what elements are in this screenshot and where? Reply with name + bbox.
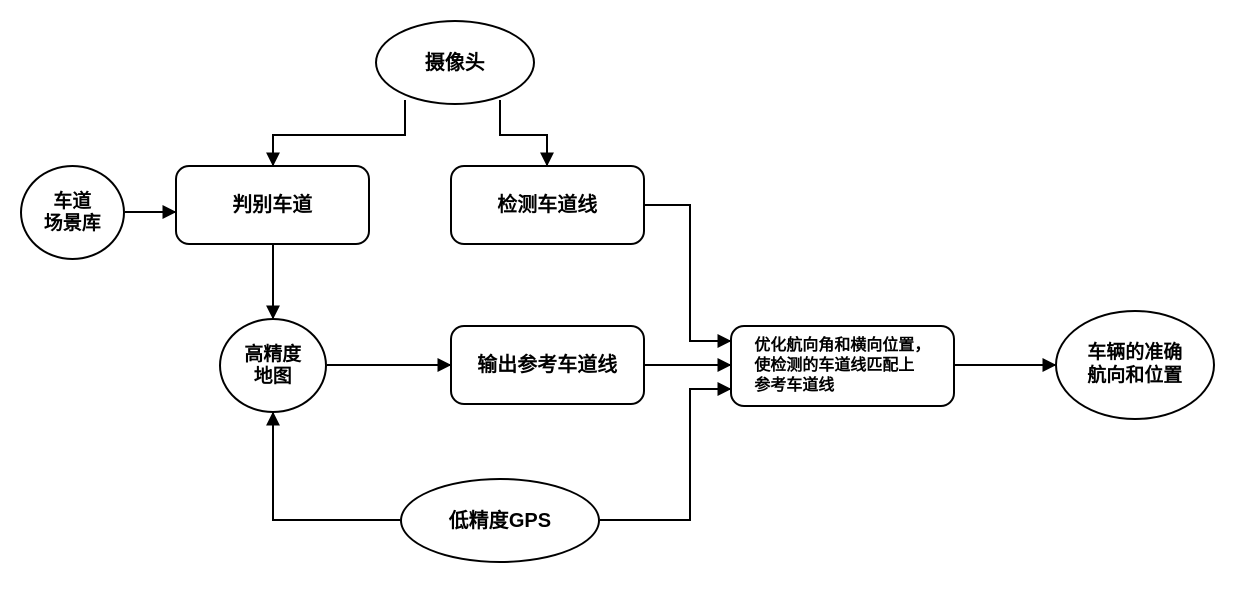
node-judge-lane-label: 判别车道 bbox=[233, 195, 313, 215]
node-detect-lane-label: 检测车道线 bbox=[498, 195, 598, 215]
node-judge-lane: 判别车道 bbox=[175, 165, 370, 245]
node-scene-lib: 车道场景库 bbox=[20, 165, 125, 260]
node-ref-lane-label: 输出参考车道线 bbox=[478, 355, 618, 375]
node-detect-lane: 检测车道线 bbox=[450, 165, 645, 245]
node-hd-map-label: 高精度地图 bbox=[244, 344, 301, 388]
connector-layer bbox=[0, 0, 1240, 610]
node-camera-label: 摄像头 bbox=[425, 53, 485, 73]
node-camera: 摄像头 bbox=[375, 20, 535, 105]
node-ref-lane: 输出参考车道线 bbox=[450, 325, 645, 405]
edge-camera-to-detect-lane bbox=[500, 100, 547, 165]
node-hd-map: 高精度地图 bbox=[219, 318, 327, 413]
node-optimize: 优化航向角和横向位置，使检测的车道线匹配上参考车道线 bbox=[730, 325, 955, 407]
edge-low-gps-to-hd-map bbox=[273, 413, 400, 520]
node-output: 车辆的准确航向和位置 bbox=[1055, 310, 1215, 420]
node-low-gps-label: 低精度GPS bbox=[449, 511, 551, 531]
edge-camera-to-judge-lane bbox=[273, 100, 405, 165]
edge-detect-lane-to-optimize bbox=[645, 205, 730, 341]
node-optimize-label: 优化航向角和横向位置，使检测的车道线匹配上参考车道线 bbox=[754, 336, 930, 396]
node-low-gps: 低精度GPS bbox=[400, 478, 600, 563]
edge-low-gps-to-optimize bbox=[600, 389, 730, 520]
node-output-label: 车辆的准确航向和位置 bbox=[1087, 342, 1182, 388]
node-scene-lib-label: 车道场景库 bbox=[44, 191, 101, 235]
